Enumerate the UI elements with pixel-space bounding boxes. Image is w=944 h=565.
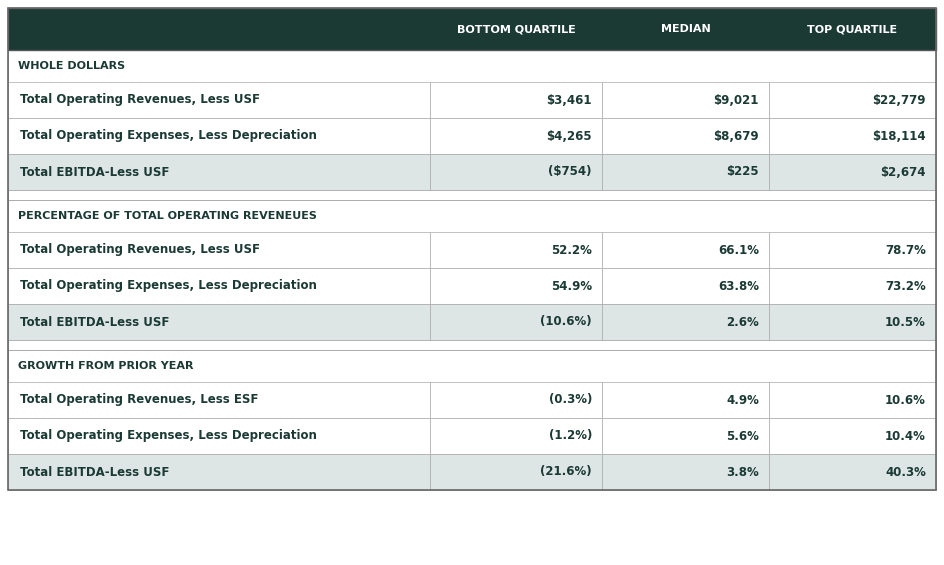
Bar [430, 382, 601, 418]
Bar [768, 118, 935, 154]
Text: $22,779: $22,779 [871, 93, 925, 106]
Bar [601, 232, 768, 268]
Bar [8, 304, 430, 340]
Text: $225: $225 [726, 166, 758, 179]
Text: ($754): ($754) [548, 166, 591, 179]
Bar [768, 418, 935, 454]
Text: Total EBITDA-Less USF: Total EBITDA-Less USF [20, 315, 169, 328]
Bar [8, 232, 935, 268]
Text: $9,021: $9,021 [713, 93, 758, 106]
Text: TOP QUARTILE: TOP QUARTILE [806, 24, 897, 34]
Bar [430, 232, 601, 268]
Bar [8, 50, 935, 82]
Text: $18,114: $18,114 [871, 129, 925, 142]
Bar [601, 154, 768, 190]
Text: MEDIAN: MEDIAN [660, 24, 710, 34]
Bar [430, 268, 601, 304]
Text: PERCENTAGE OF TOTAL OPERATING REVENEUES: PERCENTAGE OF TOTAL OPERATING REVENEUES [18, 211, 316, 221]
Bar [8, 340, 935, 350]
Text: 5.6%: 5.6% [725, 429, 758, 442]
Text: Total Operating Revenues, Less USF: Total Operating Revenues, Less USF [20, 93, 260, 106]
Bar [8, 454, 935, 490]
Text: (1.2%): (1.2%) [548, 429, 591, 442]
Text: GROWTH FROM PRIOR YEAR: GROWTH FROM PRIOR YEAR [18, 361, 194, 371]
Bar [8, 304, 935, 340]
Bar [8, 418, 430, 454]
Bar [8, 268, 430, 304]
Text: WHOLE DOLLARS: WHOLE DOLLARS [18, 61, 125, 71]
Bar [8, 382, 935, 418]
Bar [8, 382, 430, 418]
Bar [601, 82, 768, 118]
Text: 73.2%: 73.2% [885, 280, 925, 293]
Text: Total Operating Revenues, Less ESF: Total Operating Revenues, Less ESF [20, 393, 258, 406]
Bar [768, 382, 935, 418]
Text: 10.5%: 10.5% [885, 315, 925, 328]
Text: 10.6%: 10.6% [885, 393, 925, 406]
Bar [430, 154, 601, 190]
Text: (21.6%): (21.6%) [540, 466, 591, 479]
Bar [430, 118, 601, 154]
Text: 54.9%: 54.9% [550, 280, 591, 293]
Bar [8, 118, 935, 154]
Text: Total Operating Expenses, Less Depreciation: Total Operating Expenses, Less Depreciat… [20, 280, 316, 293]
Text: $2,674: $2,674 [880, 166, 925, 179]
Bar [8, 82, 935, 118]
Bar [430, 454, 601, 490]
Bar [768, 154, 935, 190]
Text: Total EBITDA-Less USF: Total EBITDA-Less USF [20, 166, 169, 179]
Bar [430, 304, 601, 340]
Text: 78.7%: 78.7% [885, 244, 925, 257]
Bar [8, 418, 935, 454]
Bar [8, 232, 430, 268]
Bar [601, 304, 768, 340]
Bar [601, 418, 768, 454]
Bar [768, 82, 935, 118]
Bar [8, 350, 935, 382]
Bar [768, 268, 935, 304]
Bar [768, 232, 935, 268]
Text: (10.6%): (10.6%) [540, 315, 591, 328]
Bar [8, 154, 430, 190]
Text: BOTTOM QUARTILE: BOTTOM QUARTILE [456, 24, 575, 34]
Bar [8, 200, 935, 232]
Text: 40.3%: 40.3% [885, 466, 925, 479]
Bar [601, 382, 768, 418]
Bar [8, 8, 935, 50]
Text: (0.3%): (0.3%) [548, 393, 591, 406]
Bar [430, 82, 601, 118]
Text: Total EBITDA-Less USF: Total EBITDA-Less USF [20, 466, 169, 479]
Text: 66.1%: 66.1% [717, 244, 758, 257]
Text: 4.9%: 4.9% [725, 393, 758, 406]
Bar [8, 118, 430, 154]
Text: $4,265: $4,265 [546, 129, 591, 142]
Bar [8, 268, 935, 304]
Text: 52.2%: 52.2% [550, 244, 591, 257]
Bar [768, 454, 935, 490]
Bar [8, 154, 935, 190]
Bar [601, 118, 768, 154]
Bar [8, 82, 430, 118]
Text: Total Operating Revenues, Less USF: Total Operating Revenues, Less USF [20, 244, 260, 257]
Bar [601, 454, 768, 490]
Text: $3,461: $3,461 [546, 93, 591, 106]
Bar [8, 8, 935, 490]
Bar [8, 8, 935, 50]
Bar [768, 304, 935, 340]
Text: $8,679: $8,679 [713, 129, 758, 142]
Text: 10.4%: 10.4% [885, 429, 925, 442]
Text: 3.8%: 3.8% [725, 466, 758, 479]
Text: 2.6%: 2.6% [725, 315, 758, 328]
Bar [8, 454, 430, 490]
Text: Total Operating Expenses, Less Depreciation: Total Operating Expenses, Less Depreciat… [20, 429, 316, 442]
Bar [601, 268, 768, 304]
Text: Total Operating Expenses, Less Depreciation: Total Operating Expenses, Less Depreciat… [20, 129, 316, 142]
Text: 63.8%: 63.8% [717, 280, 758, 293]
Bar [8, 190, 935, 200]
Bar [430, 418, 601, 454]
